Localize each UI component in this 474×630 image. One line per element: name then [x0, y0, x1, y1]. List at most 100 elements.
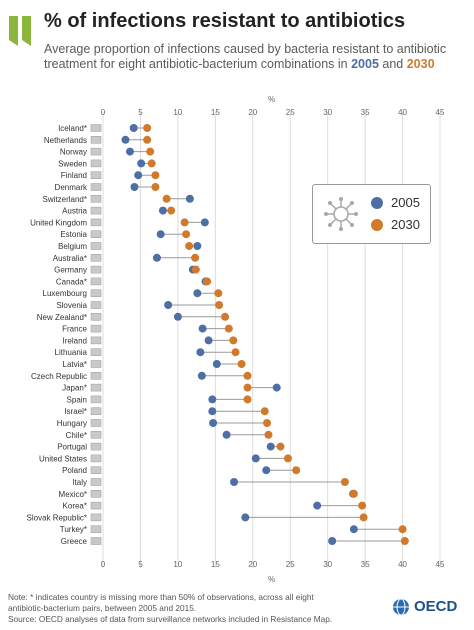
category-label: Czech Republic: [31, 372, 87, 381]
legend-swatch-2030: [371, 219, 383, 231]
flag-icon: [90, 171, 102, 179]
category-label: Korea*: [63, 502, 87, 511]
point-2005: [200, 218, 209, 227]
flag-icon: [90, 395, 102, 404]
point-2030: [224, 324, 233, 333]
x-tick-label-bottom: 30: [323, 560, 332, 569]
x-tick-label-top: 0: [101, 108, 106, 117]
category-label: New Zealand*: [37, 313, 87, 322]
point-2005: [208, 395, 217, 404]
point-2005: [196, 348, 205, 357]
subtitle-year-2005: 2005: [351, 57, 379, 71]
point-2030: [264, 430, 273, 439]
point-2030: [143, 135, 152, 144]
flag-icon: [90, 336, 102, 345]
x-tick-label-top: 35: [361, 108, 370, 117]
subtitle-year-2030: 2030: [406, 57, 435, 71]
point-2005: [230, 478, 239, 486]
category-label: Switzerland*: [43, 195, 87, 204]
category-label: Ireland: [63, 336, 87, 345]
flag-icon: [90, 183, 102, 191]
point-2005: [193, 242, 202, 250]
category-label: Luxembourg: [43, 289, 87, 298]
point-2030: [349, 489, 358, 498]
flag-icon: [90, 254, 102, 262]
flag-icon: [90, 301, 102, 309]
oecd-logo: OECD: [392, 598, 470, 616]
footnote-note: Note: * indicates country is missing mor…: [8, 592, 314, 602]
point-2030: [182, 230, 191, 239]
point-2030: [243, 395, 252, 404]
category-label: Chile*: [66, 431, 87, 440]
point-2005: [349, 525, 358, 534]
category-label: Netherlands: [44, 136, 87, 145]
category-label: Mexico*: [59, 490, 87, 499]
x-tick-label-bottom: 15: [211, 560, 220, 569]
category-label: Iceland*: [58, 124, 87, 133]
category-label: France: [62, 325, 87, 334]
point-2005: [197, 371, 206, 380]
point-2005: [272, 383, 281, 392]
x-tick-label-bottom: 0: [101, 560, 106, 569]
flag-icon: [90, 195, 102, 203]
flag-icon: [90, 372, 102, 380]
point-2005: [251, 454, 260, 463]
flag-icon: [90, 124, 102, 132]
category-label: Germany: [54, 266, 87, 275]
flag-icon: [90, 442, 102, 451]
point-2005: [198, 324, 207, 333]
point-2030: [276, 442, 285, 451]
flag-icon: [90, 277, 102, 286]
flag-icon: [90, 230, 102, 238]
point-2030: [263, 419, 272, 427]
x-tick-label-top: 45: [436, 108, 445, 117]
footnote: Note: * indicates country is missing mor…: [8, 592, 368, 625]
point-2030: [229, 336, 238, 345]
category-label: Italy: [72, 478, 87, 487]
page-subtitle: Average proportion of infections caused …: [44, 42, 469, 72]
flag-icon: [90, 159, 102, 168]
flag-icon: [90, 490, 102, 498]
flag-icon: [90, 466, 102, 474]
virus-icon: [324, 197, 358, 231]
category-label: Australia*: [53, 254, 87, 263]
x-axis-label-top: %: [268, 95, 275, 104]
point-2005: [137, 159, 146, 168]
flag-icon: [90, 324, 102, 333]
x-tick-label-top: 25: [286, 108, 295, 117]
point-2030: [147, 159, 156, 168]
point-2030: [292, 466, 301, 475]
category-label: Spain: [67, 395, 87, 404]
category-label: Lithuania: [55, 348, 88, 357]
point-2030: [191, 265, 200, 274]
x-tick-label-top: 20: [248, 108, 257, 117]
flag-icon: [90, 407, 102, 415]
x-tick-label-top: 5: [138, 108, 143, 117]
category-label: Denmark: [55, 183, 88, 192]
flag-icon: [90, 348, 102, 356]
point-2005: [125, 147, 134, 156]
legend-label-2030: 2030: [391, 217, 420, 232]
flag-icon: [90, 313, 102, 321]
x-tick-label-top: 40: [398, 108, 407, 117]
point-2030: [400, 537, 409, 545]
flag-icon: [90, 289, 102, 297]
flag-icon: [90, 478, 102, 486]
point-2030: [203, 277, 212, 286]
point-2030: [143, 124, 152, 132]
x-tick-label-top: 15: [211, 108, 220, 117]
point-2030: [359, 513, 368, 522]
point-2005: [208, 407, 217, 416]
category-label: Japan*: [62, 384, 87, 393]
x-tick-label-top: 10: [173, 108, 182, 117]
point-2030: [340, 478, 349, 486]
flag-icon: [90, 537, 102, 545]
point-2030: [162, 194, 171, 203]
flag-icon: [90, 218, 102, 227]
flag-icon: [90, 525, 102, 533]
point-2005: [129, 124, 138, 132]
x-tick-label-top: 30: [323, 108, 332, 117]
oecd-globe-icon: [393, 598, 409, 616]
point-2030: [146, 147, 155, 156]
